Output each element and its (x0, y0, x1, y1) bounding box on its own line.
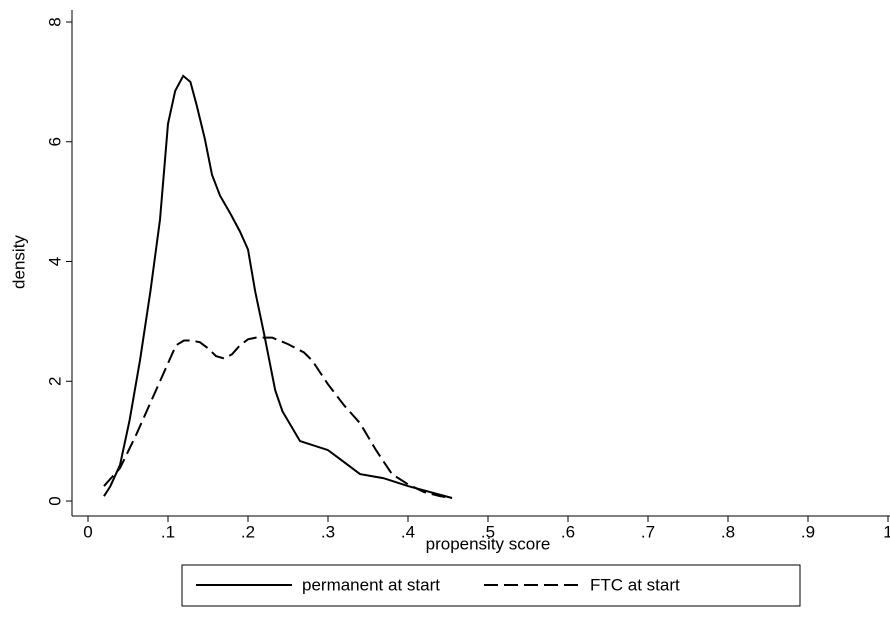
legend-label: FTC at start (590, 575, 680, 594)
density-line (103, 74, 453, 499)
x-tick-label: .6 (561, 522, 575, 541)
x-tick-label: .2 (241, 522, 255, 541)
x-tick-label: .4 (401, 522, 415, 541)
x-tick-label: .1 (161, 522, 175, 541)
y-axis-label: density (9, 235, 28, 289)
legend-label: permanent at start (302, 575, 440, 594)
x-tick-label: .7 (641, 522, 655, 541)
x-axis-label: propensity score (426, 534, 551, 553)
y-tick-label: 0 (45, 496, 64, 505)
y-tick-label: 6 (45, 137, 64, 146)
y-tick-label: 8 (45, 17, 64, 26)
x-tick-label: .9 (801, 522, 815, 541)
density-line (103, 336, 453, 499)
legend-box (181, 564, 801, 607)
x-tick-label: .8 (721, 522, 735, 541)
x-tick-label: .5 (481, 522, 495, 541)
x-tick-label: 0 (83, 522, 92, 541)
y-tick-label: 4 (45, 257, 64, 266)
x-tick-label: .3 (321, 522, 335, 541)
x-tick-label: 1 (883, 522, 890, 541)
y-tick-label: 2 (45, 377, 64, 386)
